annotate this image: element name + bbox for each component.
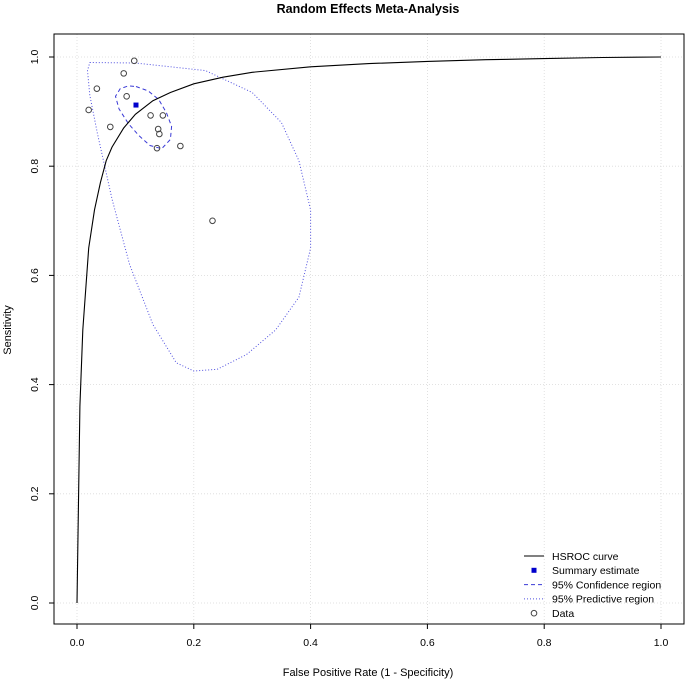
y-tick-label: 0.2 [29, 486, 41, 501]
data-point [123, 93, 130, 100]
x-tick-label: 0.4 [303, 637, 318, 649]
axes: 0.0 0.2 0.4 0.6 0.8 1.0 0.0 0.2 0.4 0.6 0.8 1.0 [29, 50, 668, 649]
x-tick-label: 0.0 [70, 637, 85, 649]
y-tick-label: 1.0 [29, 50, 41, 65]
x-tick-label: 0.6 [420, 637, 435, 649]
legend-swatch-summary [531, 567, 537, 573]
legend-label: 95% Confidence region [552, 579, 661, 591]
x-tick-label: 0.8 [537, 637, 552, 649]
data-point [177, 142, 184, 150]
data-point [153, 144, 161, 152]
legend-item: Summary estimate [531, 565, 640, 577]
data-point [156, 130, 163, 138]
data-point [159, 112, 167, 119]
data-point [209, 217, 216, 225]
data-point [106, 123, 114, 131]
legend-label: HSROC curve [552, 551, 619, 563]
legend-item: 95% Confidence region [524, 579, 661, 591]
x-tick-label: 0.2 [186, 637, 201, 649]
legend-swatch-data [530, 609, 538, 617]
legend-item: Data [530, 608, 574, 620]
data-point [130, 57, 138, 65]
y-tick-label: 0.6 [29, 268, 41, 283]
plot-area [76, 56, 662, 604]
data-point [85, 106, 92, 114]
legend: HSROC curve Summary estimate 95% Confidenc… [524, 551, 661, 620]
plot-frame [53, 33, 685, 625]
grid [54, 34, 684, 624]
predictive-region [86, 61, 312, 372]
confidence-region [114, 85, 173, 150]
legend-label: Summary estimate [552, 565, 640, 577]
x-axis-title: False Positive Rate (1 - Specificity) [283, 667, 454, 679]
y-tick-label: 0.8 [29, 159, 41, 174]
legend-label: 95% Predictive region [552, 594, 654, 606]
hsroc-curve [76, 56, 662, 604]
data-point [147, 112, 154, 119]
x-tick-label: 1.0 [654, 637, 669, 649]
legend-item: 95% Predictive region [524, 594, 654, 606]
y-axis-title: Sensitivity [2, 305, 14, 355]
y-tick-label: 0.4 [29, 377, 41, 392]
legend-label: Data [552, 608, 574, 620]
data-point [120, 70, 128, 77]
y-tick-label: 0.0 [29, 596, 41, 611]
data-point [93, 85, 101, 92]
legend-item: HSROC curve [524, 551, 619, 563]
summary-estimate [133, 102, 139, 108]
chart-title: Random Effects Meta-Analysis [277, 2, 460, 16]
